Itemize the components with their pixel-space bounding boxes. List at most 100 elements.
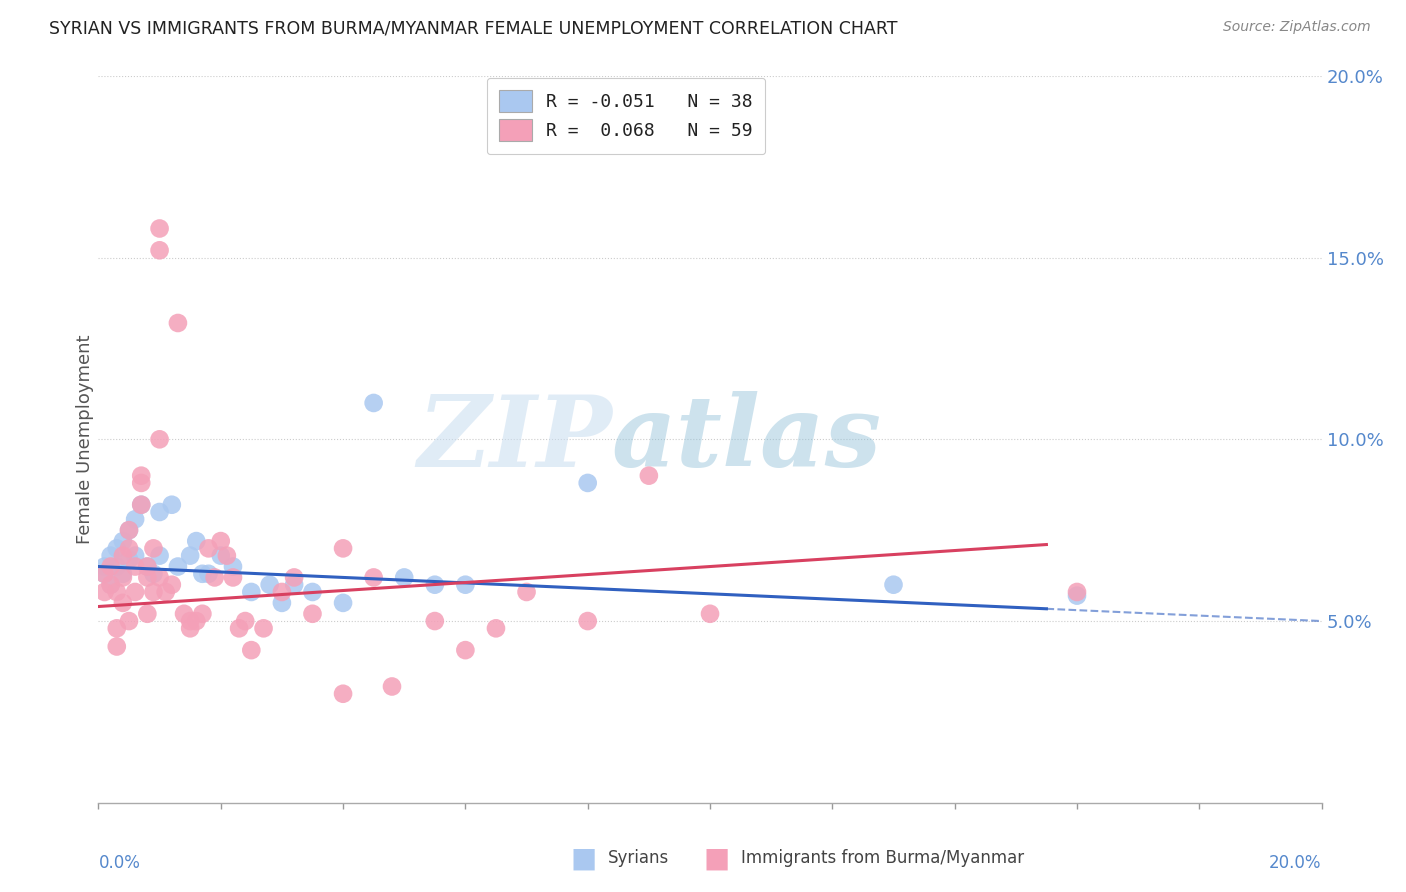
Point xyxy=(124,549,146,563)
Text: SYRIAN VS IMMIGRANTS FROM BURMA/MYANMAR FEMALE UNEMPLOYMENT CORRELATION CHART: SYRIAN VS IMMIGRANTS FROM BURMA/MYANMAR … xyxy=(49,20,897,37)
Point xyxy=(179,621,201,635)
Point xyxy=(111,570,134,584)
Point xyxy=(301,585,323,599)
Point xyxy=(576,614,599,628)
Point xyxy=(191,566,214,581)
Text: atlas: atlas xyxy=(612,391,882,488)
Point xyxy=(136,559,159,574)
Point xyxy=(173,607,195,621)
Point xyxy=(179,614,201,628)
Point xyxy=(222,570,245,584)
Point xyxy=(209,534,232,549)
Point xyxy=(111,596,134,610)
Point xyxy=(149,221,172,235)
Point xyxy=(124,585,146,599)
Point xyxy=(699,607,721,621)
Point xyxy=(240,585,263,599)
Point xyxy=(124,559,146,574)
Point xyxy=(883,578,905,592)
Point xyxy=(332,541,354,556)
Point xyxy=(167,559,190,574)
Point xyxy=(105,559,128,574)
Text: Syrians: Syrians xyxy=(607,849,669,867)
Point xyxy=(191,607,214,621)
Point xyxy=(252,621,274,635)
Point xyxy=(105,541,128,556)
Point xyxy=(228,621,250,635)
Point xyxy=(136,607,159,621)
Point xyxy=(118,523,141,537)
Point xyxy=(149,244,172,258)
Point xyxy=(100,578,122,592)
Point xyxy=(142,585,165,599)
Point xyxy=(155,585,177,599)
Point xyxy=(270,585,292,599)
Point xyxy=(93,566,115,581)
Point xyxy=(363,396,385,410)
Point xyxy=(363,570,385,584)
Point xyxy=(637,468,661,483)
Point xyxy=(209,549,232,563)
Point xyxy=(454,578,477,592)
Point xyxy=(136,570,159,584)
Point xyxy=(100,578,122,592)
Point xyxy=(454,643,477,657)
Point xyxy=(111,534,134,549)
Legend: R = -0.051   N = 38, R =  0.068   N = 59: R = -0.051 N = 38, R = 0.068 N = 59 xyxy=(486,78,765,154)
Point xyxy=(516,585,538,599)
Point xyxy=(392,570,416,584)
Text: 0.0%: 0.0% xyxy=(98,854,141,871)
Point xyxy=(142,541,165,556)
Point xyxy=(259,578,281,592)
Point xyxy=(118,614,141,628)
Point xyxy=(197,566,219,581)
Point xyxy=(240,643,263,657)
Point xyxy=(215,549,238,563)
Point xyxy=(186,614,208,628)
Point xyxy=(118,541,141,556)
Text: Source: ZipAtlas.com: Source: ZipAtlas.com xyxy=(1223,20,1371,34)
Point xyxy=(222,559,245,574)
Point xyxy=(283,570,305,584)
Point xyxy=(576,475,599,490)
Point xyxy=(381,680,404,694)
Point xyxy=(129,498,152,512)
Text: 20.0%: 20.0% xyxy=(1270,854,1322,871)
Point xyxy=(149,549,172,563)
Point xyxy=(118,523,141,537)
Point xyxy=(197,541,219,556)
Text: ■: ■ xyxy=(571,844,596,872)
Point xyxy=(105,585,128,599)
Point xyxy=(149,570,172,584)
Point xyxy=(93,585,115,599)
Point xyxy=(423,614,446,628)
Text: ■: ■ xyxy=(704,844,730,872)
Point xyxy=(105,640,128,654)
Point xyxy=(167,316,190,330)
Point xyxy=(100,549,122,563)
Point xyxy=(149,433,172,447)
Point xyxy=(142,566,165,581)
Point xyxy=(283,578,305,592)
Point xyxy=(129,475,152,490)
Text: Immigrants from Burma/Myanmar: Immigrants from Burma/Myanmar xyxy=(741,849,1024,867)
Point xyxy=(332,596,354,610)
Point xyxy=(93,566,115,581)
Point xyxy=(129,498,152,512)
Point xyxy=(233,614,256,628)
Point xyxy=(301,607,323,621)
Point xyxy=(100,559,122,574)
Point xyxy=(270,596,292,610)
Point xyxy=(423,578,446,592)
Point xyxy=(186,534,208,549)
Point xyxy=(124,512,146,526)
Text: ZIP: ZIP xyxy=(418,391,612,488)
Point xyxy=(485,621,508,635)
Point xyxy=(204,570,226,584)
Point xyxy=(179,549,201,563)
Point xyxy=(105,621,128,635)
Y-axis label: Female Unemployment: Female Unemployment xyxy=(76,334,94,544)
Point xyxy=(1066,589,1088,603)
Point xyxy=(149,505,172,519)
Point xyxy=(118,552,141,566)
